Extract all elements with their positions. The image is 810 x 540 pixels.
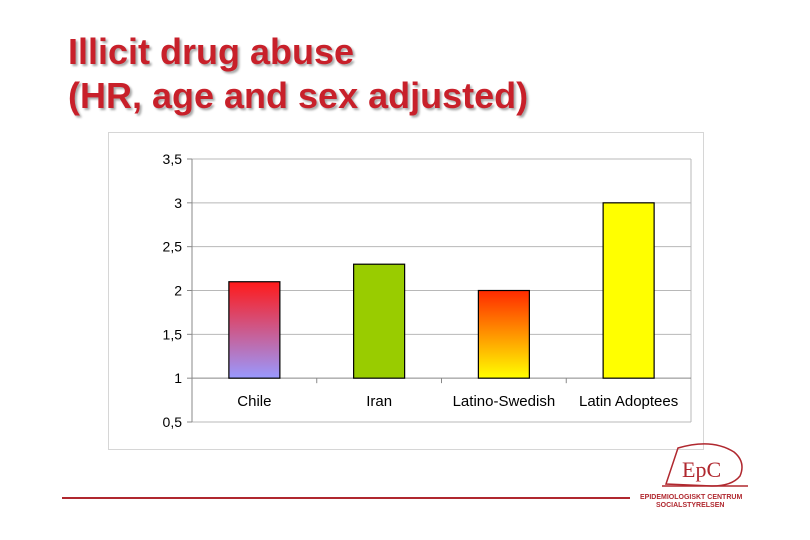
- bar-chart: 0,5 1 1,5 2 2,5 3 3,5 Chile Iran Latino-Swedish La…: [163, 151, 692, 430]
- bar-latin-adoptees: [602, 202, 655, 379]
- chart-frame: 0,5 1 1,5 2 2,5 3 3,5 Chile Iran Latino-Swedish La…: [108, 132, 704, 450]
- slide-title-line-1: Illicit drug abuse: [68, 31, 355, 72]
- y-tick-label: 2: [174, 283, 182, 299]
- slide-title: Illicit drug abuse (HR, age and sex adju…: [68, 30, 528, 118]
- x-category-label: Latino-Swedish: [453, 393, 556, 410]
- y-tick-label: 3: [174, 195, 182, 211]
- y-tick-label: 0,5: [163, 414, 183, 430]
- y-tick-label: 1,5: [163, 326, 183, 342]
- y-tick-label: 3,5: [163, 151, 183, 167]
- epc-logo: EpC EPIDEMIOLOGISKT CENTRUM SOCIALSTYREL…: [634, 440, 764, 515]
- logo-line-1: EPIDEMIOLOGISKT CENTRUM: [640, 494, 743, 501]
- logo-line-2: SOCIALSTYRELSEN: [656, 502, 725, 509]
- footer-rule: [62, 497, 630, 499]
- slide-title-line-2: (HR, age and sex adjusted): [68, 75, 529, 116]
- epc-logo-mark: EpC: [662, 443, 748, 487]
- bar-chile: [228, 281, 281, 379]
- bar-latino-swedish: [477, 289, 530, 379]
- y-tick-label: 1: [174, 370, 182, 386]
- x-category-label: Iran: [366, 393, 392, 410]
- x-category-label: Latin Adoptees: [579, 393, 678, 410]
- y-tick-label: 2,5: [163, 239, 183, 255]
- epc-logo-text: EpC: [682, 457, 721, 482]
- x-category-label: Chile: [237, 393, 271, 410]
- bar-iran: [353, 263, 406, 379]
